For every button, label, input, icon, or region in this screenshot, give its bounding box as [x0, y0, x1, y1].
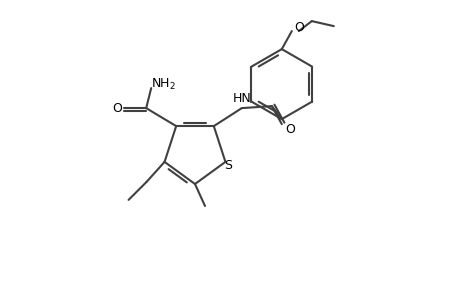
Text: HN: HN — [232, 92, 251, 105]
Text: O: O — [293, 21, 303, 34]
Text: O: O — [112, 102, 122, 115]
Text: O: O — [284, 123, 294, 136]
Text: NH$_2$: NH$_2$ — [151, 76, 175, 92]
Text: S: S — [224, 159, 232, 172]
